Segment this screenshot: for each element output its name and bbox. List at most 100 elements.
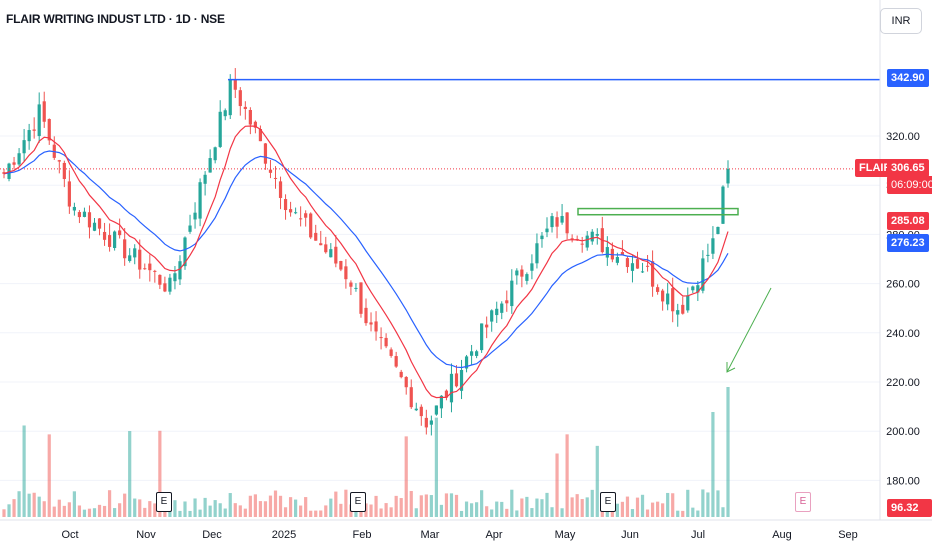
volume-bar bbox=[27, 493, 31, 517]
earnings-event-feb[interactable]: E bbox=[350, 492, 366, 512]
candle-body bbox=[288, 209, 293, 213]
ema-slow-line bbox=[3, 150, 729, 369]
volume-bar bbox=[681, 510, 685, 517]
volume-bar bbox=[334, 491, 338, 517]
volume-bar bbox=[671, 493, 675, 517]
candle-body bbox=[475, 351, 479, 356]
candle-body bbox=[37, 104, 41, 137]
candle-body bbox=[399, 371, 403, 378]
last-price-label: 306.65 bbox=[887, 159, 929, 177]
volume-bar bbox=[299, 505, 303, 517]
candle-body bbox=[691, 286, 695, 291]
volume-bar bbox=[520, 498, 524, 517]
volume-bar bbox=[263, 501, 268, 517]
candle-body bbox=[585, 235, 589, 248]
candle-body bbox=[92, 222, 97, 231]
volume-bar bbox=[716, 490, 720, 517]
volume-bar bbox=[459, 510, 464, 517]
candle-body bbox=[379, 337, 383, 339]
candle-body bbox=[686, 295, 690, 311]
volume-bar bbox=[72, 491, 76, 517]
earnings-event-nov[interactable]: E bbox=[156, 492, 172, 512]
candle-body bbox=[82, 211, 87, 217]
volume-bar bbox=[379, 508, 383, 517]
volume-bar bbox=[650, 502, 655, 517]
volume-bar bbox=[97, 504, 102, 517]
x-tick-label: May bbox=[555, 529, 576, 541]
candle-body bbox=[424, 417, 428, 428]
volume-bar bbox=[640, 494, 645, 517]
volume-bar bbox=[449, 493, 454, 517]
volume-label: 96.32 K bbox=[887, 499, 932, 532]
candle-body bbox=[374, 321, 378, 332]
volume-bar bbox=[213, 500, 217, 517]
candle-body bbox=[721, 186, 725, 224]
volume-bar bbox=[414, 508, 418, 517]
candle-body bbox=[22, 140, 26, 154]
candle-body bbox=[168, 277, 172, 292]
volume-bar bbox=[565, 434, 569, 517]
candle-body bbox=[404, 377, 408, 388]
volume-bar bbox=[253, 494, 257, 517]
volume-bar bbox=[344, 489, 348, 517]
volume-bar bbox=[12, 499, 16, 517]
volume-bar bbox=[198, 509, 202, 517]
candle-body bbox=[283, 199, 288, 211]
x-axis[interactable]: Oct Nov Dec 2025 Feb Mar Apr May Jun Jul Aug Sep bbox=[0, 519, 932, 541]
candle-body bbox=[469, 351, 474, 356]
candle-body bbox=[97, 218, 102, 229]
countdown-label: 06:09:00 bbox=[887, 176, 932, 194]
candle-body bbox=[439, 395, 444, 409]
candle-body bbox=[218, 111, 222, 147]
consolidation-zone[interactable] bbox=[577, 207, 739, 216]
candle-body bbox=[490, 310, 494, 322]
volume-bars bbox=[2, 387, 730, 517]
candle-body bbox=[630, 263, 635, 271]
candle-body bbox=[500, 303, 504, 313]
candle-body bbox=[716, 226, 720, 234]
candle-body bbox=[299, 218, 303, 220]
x-tick-label: Dec bbox=[202, 529, 222, 541]
volume-bar bbox=[329, 498, 333, 517]
candle-body bbox=[485, 324, 489, 328]
candle-body bbox=[2, 172, 6, 174]
earnings-event-may[interactable]: E bbox=[600, 492, 616, 512]
volume-bar bbox=[615, 503, 619, 517]
volume-bar bbox=[364, 503, 368, 517]
volume-bar bbox=[384, 503, 388, 517]
volume-bar bbox=[485, 506, 489, 517]
candle-body bbox=[620, 252, 625, 256]
currency-button[interactable]: INR bbox=[880, 8, 922, 34]
volume-bar bbox=[394, 495, 398, 517]
candle-body bbox=[515, 270, 519, 276]
ema-fast-label: 285.08 bbox=[887, 212, 929, 230]
candle-body bbox=[344, 266, 348, 280]
x-tick-label: Aug bbox=[772, 529, 792, 541]
candle-body bbox=[118, 230, 122, 236]
volume-bar bbox=[580, 499, 584, 517]
candle-body bbox=[87, 212, 92, 228]
volume-bar bbox=[62, 505, 66, 517]
candle-body bbox=[696, 285, 700, 293]
candle-body bbox=[67, 181, 71, 207]
volume-bar bbox=[107, 490, 112, 517]
candle-body bbox=[123, 239, 127, 259]
candle-body bbox=[294, 212, 298, 214]
arrow-annotation[interactable] bbox=[726, 287, 772, 373]
volume-bar bbox=[610, 508, 614, 517]
candle-body bbox=[480, 323, 484, 351]
candle-body bbox=[253, 121, 257, 128]
volume-bar bbox=[570, 497, 574, 517]
candle-body bbox=[12, 162, 16, 165]
volume-bar bbox=[22, 425, 26, 517]
candle-body bbox=[409, 387, 413, 408]
earnings-event-aug[interactable]: E bbox=[795, 492, 811, 512]
arrow-head bbox=[726, 362, 736, 373]
volume-bar bbox=[429, 495, 433, 517]
volume-bar bbox=[469, 503, 474, 517]
volume-bar bbox=[283, 507, 288, 517]
volume-bar bbox=[7, 504, 11, 517]
candle-body bbox=[273, 177, 278, 179]
y-axis[interactable]: 320.00300.00280.00260.00240.00220.00200.… bbox=[879, 0, 920, 520]
